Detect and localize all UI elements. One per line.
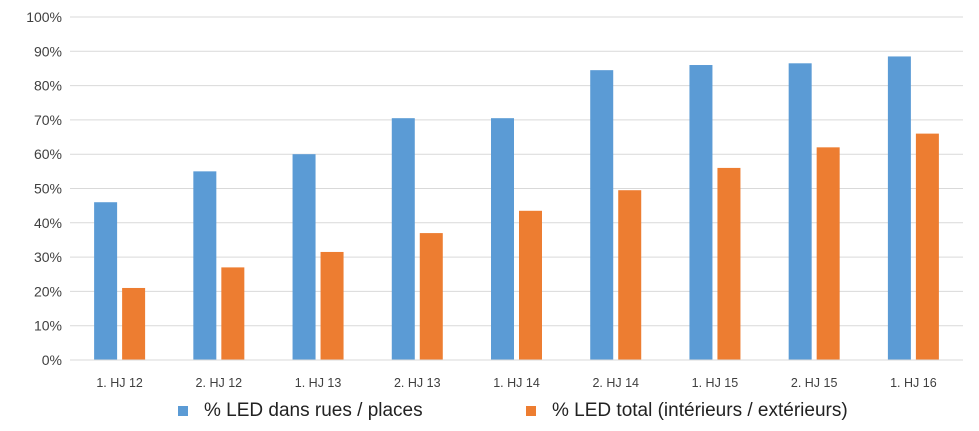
- y-tick-label-100: 100%: [26, 9, 62, 25]
- bars: [94, 56, 939, 361]
- legend: % LED dans rues / places % LED total (in…: [0, 400, 979, 430]
- bar-street-2: [292, 154, 316, 360]
- legend-item-street-led: % LED dans rues / places: [178, 400, 423, 422]
- bar-street-3: [391, 118, 415, 360]
- y-tick-label-50: 50%: [34, 181, 62, 197]
- bar-total-8: [915, 133, 939, 360]
- bar-street-0: [94, 202, 118, 360]
- bar-total-7: [816, 147, 840, 360]
- y-tick-label-10: 10%: [34, 318, 62, 334]
- x-tick-label-7: 2. HJ 15: [791, 376, 838, 390]
- y-tick-label-40: 40%: [34, 215, 62, 231]
- bar-total-0: [122, 287, 146, 360]
- x-tick-label-2: 1. HJ 13: [295, 376, 342, 390]
- y-tick-label-90: 90%: [34, 43, 62, 59]
- legend-item-total-led: % LED total (intérieurs / extérieurs): [526, 400, 848, 422]
- bar-street-5: [590, 70, 614, 360]
- y-tick-label-80: 80%: [34, 78, 62, 94]
- x-tick-label-4: 1. HJ 14: [493, 376, 540, 390]
- legend-swatch-orange: [526, 406, 536, 416]
- x-tick-label-1: 2. HJ 12: [196, 376, 243, 390]
- bar-street-1: [193, 171, 217, 360]
- led-bar-chart: 0% 10% 20% 30% 40% 50% 60% 70% 80% 90% 100% 1. HJ …: [26, 9, 963, 390]
- x-tick-label-3: 2. HJ 13: [394, 376, 441, 390]
- bar-total-4: [519, 210, 542, 360]
- y-axis-tick-labels: 0% 10% 20% 30% 40% 50% 60% 70% 80% 90% 100%: [26, 9, 62, 368]
- bar-total-6: [717, 167, 741, 360]
- y-tick-label-20: 20%: [34, 283, 62, 299]
- bar-street-4: [491, 118, 514, 360]
- y-tick-label-60: 60%: [34, 146, 62, 162]
- legend-label-total-led: % LED total (intérieurs / extérieurs): [552, 400, 848, 421]
- x-tick-label-6: 1. HJ 15: [692, 376, 739, 390]
- bar-street-8: [887, 56, 911, 360]
- x-tick-label-0: 1. HJ 12: [96, 376, 143, 390]
- y-gridlines: [70, 16, 963, 327]
- y-tick-label-0: 0%: [42, 352, 62, 368]
- x-tick-label-8: 1. HJ 16: [890, 376, 937, 390]
- bar-street-6: [689, 65, 713, 361]
- bar-street-7: [788, 63, 812, 361]
- bar-total-1: [221, 267, 245, 360]
- y-tick-label-30: 30%: [34, 249, 62, 265]
- x-axis-category-labels: 1. HJ 12 2. HJ 12 1. HJ 13 2. HJ 13 1. HJ 14…: [96, 376, 936, 390]
- legend-label-street-led: % LED dans rues / places: [204, 400, 423, 421]
- bar-total-2: [320, 251, 344, 360]
- y-tick-label-70: 70%: [34, 112, 62, 128]
- bar-total-5: [618, 190, 642, 360]
- bar-total-3: [419, 233, 443, 360]
- legend-swatch-blue: [178, 406, 188, 416]
- x-tick-label-5: 2. HJ 14: [592, 376, 639, 390]
